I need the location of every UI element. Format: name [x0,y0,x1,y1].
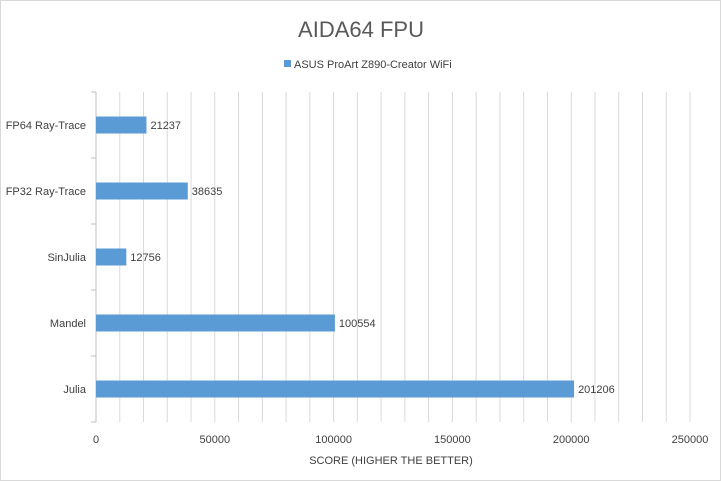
x-axis-title: SCORE (HIGHER THE BETTER) [309,455,473,467]
data-label: 12756 [130,252,161,264]
category-label: FP64 Ray-Trace [6,120,86,132]
bar [96,182,188,200]
category-label: Mandel [50,318,86,330]
category-label: SinJulia [47,252,86,264]
category-label: Julia [63,384,87,396]
labels: FP64 Ray-Trace 21237 FP32 Ray-Trace 38635 Si… [6,120,709,446]
legend: ASUS ProArt Z890-Creator WiFi [284,59,452,71]
x-tick-label: 250000 [672,434,709,446]
bar [96,248,127,266]
x-tick-label: 150000 [434,434,471,446]
data-label: 100554 [339,318,376,330]
gridlines [91,91,691,423]
data-label: 201206 [578,384,615,396]
legend-swatch [284,60,291,67]
bars [96,116,575,398]
bar [96,116,147,134]
x-tick-label: 50000 [200,434,231,446]
chart-title: AIDA64 FPU [298,17,424,42]
x-tick-label: 200000 [553,434,590,446]
bar [96,380,575,398]
category-label: FP32 Ray-Trace [6,186,86,198]
bar [96,314,335,332]
data-label: 38635 [192,186,223,198]
legend-label: ASUS ProArt Z890-Creator WiFi [294,59,452,71]
x-tick-label: 0 [93,434,99,446]
data-label: 21237 [150,120,181,132]
x-tick-label: 100000 [315,434,352,446]
